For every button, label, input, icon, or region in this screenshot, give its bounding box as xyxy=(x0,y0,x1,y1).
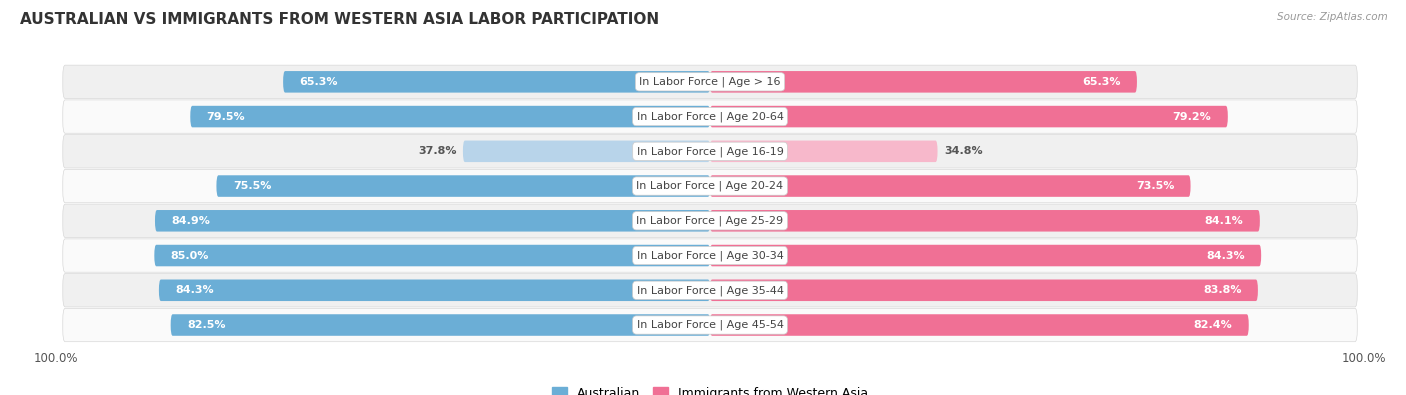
FancyBboxPatch shape xyxy=(710,175,1191,197)
FancyBboxPatch shape xyxy=(170,314,710,336)
FancyBboxPatch shape xyxy=(710,141,938,162)
FancyBboxPatch shape xyxy=(463,141,710,162)
FancyBboxPatch shape xyxy=(155,245,710,266)
FancyBboxPatch shape xyxy=(710,314,1249,336)
Text: In Labor Force | Age > 16: In Labor Force | Age > 16 xyxy=(640,77,780,87)
FancyBboxPatch shape xyxy=(63,65,1357,98)
FancyBboxPatch shape xyxy=(710,71,1137,92)
Text: In Labor Force | Age 45-54: In Labor Force | Age 45-54 xyxy=(637,320,783,330)
Text: 65.3%: 65.3% xyxy=(1083,77,1121,87)
FancyBboxPatch shape xyxy=(710,210,1260,231)
FancyBboxPatch shape xyxy=(63,204,1357,237)
Text: 79.2%: 79.2% xyxy=(1173,111,1212,122)
Text: 73.5%: 73.5% xyxy=(1136,181,1174,191)
Text: In Labor Force | Age 16-19: In Labor Force | Age 16-19 xyxy=(637,146,783,156)
FancyBboxPatch shape xyxy=(710,106,1227,127)
Text: 84.9%: 84.9% xyxy=(172,216,209,226)
FancyBboxPatch shape xyxy=(63,169,1357,203)
Text: 85.0%: 85.0% xyxy=(170,250,209,261)
FancyBboxPatch shape xyxy=(710,245,1261,266)
FancyBboxPatch shape xyxy=(283,71,710,92)
Text: 82.5%: 82.5% xyxy=(187,320,225,330)
Text: 37.8%: 37.8% xyxy=(418,146,457,156)
FancyBboxPatch shape xyxy=(190,106,710,127)
FancyBboxPatch shape xyxy=(710,280,1258,301)
Text: In Labor Force | Age 30-34: In Labor Force | Age 30-34 xyxy=(637,250,783,261)
Text: In Labor Force | Age 20-24: In Labor Force | Age 20-24 xyxy=(637,181,783,191)
FancyBboxPatch shape xyxy=(63,100,1357,133)
FancyBboxPatch shape xyxy=(63,308,1357,342)
Text: In Labor Force | Age 20-64: In Labor Force | Age 20-64 xyxy=(637,111,783,122)
FancyBboxPatch shape xyxy=(217,175,710,197)
Text: In Labor Force | Age 35-44: In Labor Force | Age 35-44 xyxy=(637,285,783,295)
Text: 75.5%: 75.5% xyxy=(233,181,271,191)
Text: 84.3%: 84.3% xyxy=(176,285,214,295)
FancyBboxPatch shape xyxy=(63,239,1357,272)
Text: 83.8%: 83.8% xyxy=(1204,285,1241,295)
Text: 84.3%: 84.3% xyxy=(1206,250,1244,261)
Text: Source: ZipAtlas.com: Source: ZipAtlas.com xyxy=(1277,12,1388,22)
Text: 65.3%: 65.3% xyxy=(299,77,337,87)
FancyBboxPatch shape xyxy=(159,280,710,301)
Text: 34.8%: 34.8% xyxy=(943,146,983,156)
Text: 82.4%: 82.4% xyxy=(1194,320,1233,330)
Text: AUSTRALIAN VS IMMIGRANTS FROM WESTERN ASIA LABOR PARTICIPATION: AUSTRALIAN VS IMMIGRANTS FROM WESTERN AS… xyxy=(20,12,659,27)
FancyBboxPatch shape xyxy=(155,210,710,231)
Text: 79.5%: 79.5% xyxy=(207,111,245,122)
FancyBboxPatch shape xyxy=(63,135,1357,168)
Text: 84.1%: 84.1% xyxy=(1205,216,1243,226)
Text: In Labor Force | Age 25-29: In Labor Force | Age 25-29 xyxy=(637,216,783,226)
Legend: Australian, Immigrants from Western Asia: Australian, Immigrants from Western Asia xyxy=(547,382,873,395)
FancyBboxPatch shape xyxy=(63,274,1357,307)
